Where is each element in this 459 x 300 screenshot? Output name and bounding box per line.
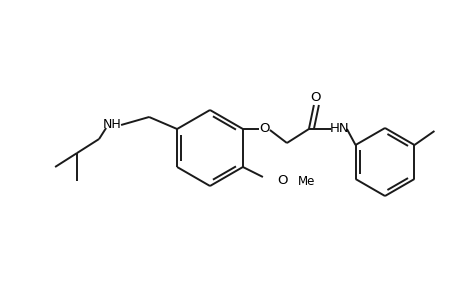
Text: Me: Me bbox=[297, 175, 314, 188]
Text: HN: HN bbox=[330, 122, 349, 134]
Text: O: O bbox=[277, 173, 287, 187]
Text: NH: NH bbox=[102, 118, 121, 130]
Text: O: O bbox=[310, 91, 320, 103]
Text: O: O bbox=[259, 122, 269, 134]
